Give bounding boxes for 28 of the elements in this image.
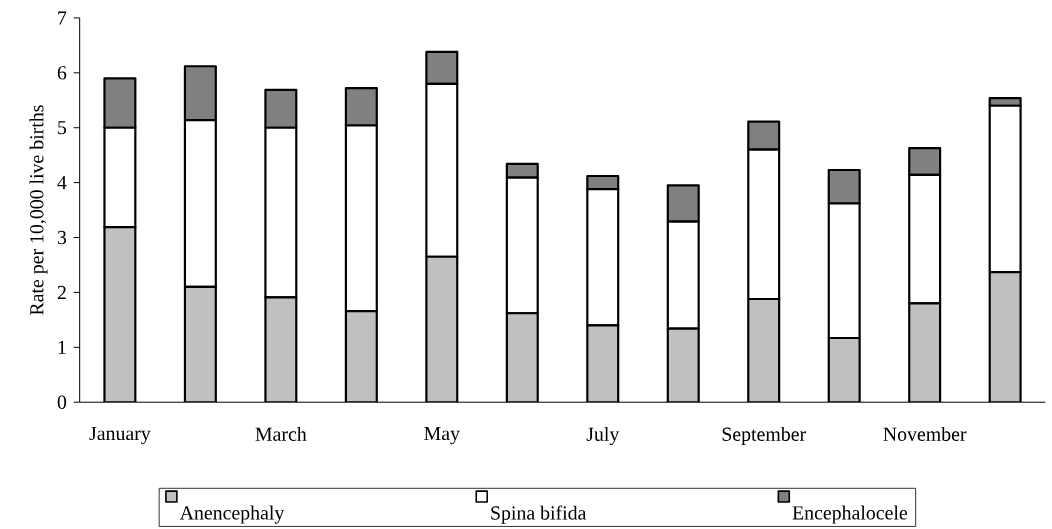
bar [505,312,539,403]
y-tick-label: 4 [57,176,67,190]
bar [183,286,217,403]
bar [747,298,781,403]
y-tick-label: 0 [57,395,67,410]
y-axis-title: Rate per 10,000 live births [29,105,48,316]
legend-label: Anencephaly [179,505,285,524]
legend-label: Encephalocele [792,505,908,524]
x-tick-label: September [722,427,806,446]
y-tick-label: 7 [58,11,67,25]
x-tick-label: July [586,427,620,446]
bar [103,226,137,403]
y-tick-label: 6 [57,66,67,80]
bar [666,327,700,403]
bar [425,255,459,403]
bar [586,324,620,403]
bar [344,310,378,403]
y-tick-label: 1 [58,340,66,355]
bar [908,302,942,403]
x-tick-label: March [255,427,307,442]
bar [827,337,861,403]
x-tick-label: May [424,427,460,445]
y-tick-label: 5 [58,121,67,135]
y-tick-label: 2 [57,286,66,300]
legend-label: Spina bifida [491,505,587,524]
x-tick-label: January [89,427,151,445]
y-tick-label: 3 [57,231,67,245]
x-tick-label: November [883,427,967,442]
